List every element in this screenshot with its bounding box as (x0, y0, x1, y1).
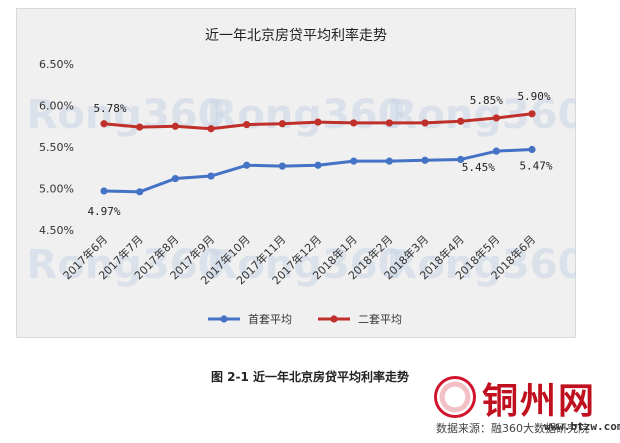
data-point (278, 120, 286, 128)
data-point (528, 110, 536, 118)
logo-url: www.btzw.com (544, 420, 620, 433)
data-point (457, 155, 465, 164)
data-point (314, 118, 322, 126)
watermark-text: Rong360 (27, 242, 226, 288)
legend-label: 二套平均 (358, 313, 402, 326)
legend: 首套平均 二套平均 (208, 312, 402, 326)
data-point (492, 114, 500, 122)
line-chart: Rong360Rong360Rong360Rong360Rong360Rong3… (27, 27, 576, 326)
data-point (136, 188, 144, 196)
legend-label: 首套平均 (248, 312, 292, 326)
data-label: 5.78% (93, 102, 126, 115)
watermark-text: Rong360 (387, 92, 576, 138)
y-axis: 4.50% 5.00% 5.50% 6.00% 6.50% (39, 58, 74, 237)
figure-caption: 图 2-1 近一年北京房贷平均利率走势 (210, 370, 410, 384)
data-point (492, 147, 500, 155)
data-point (278, 162, 286, 170)
chart-frame (16, 8, 576, 338)
watermark-text: Rong360 (207, 92, 406, 138)
series-layer (100, 110, 536, 196)
legend-item: 二套平均 (318, 313, 402, 326)
data-point (207, 172, 215, 180)
data-label: 5.47% (519, 159, 552, 172)
y-tick-label: 5.00% (39, 183, 74, 196)
data-label: 5.90% (517, 90, 550, 103)
seal-icon (434, 376, 476, 418)
data-point (421, 156, 429, 164)
site-logo: 铜州网 数据来源：融360大数据研究院 www.btzw.com (424, 372, 620, 443)
y-tick-label: 6.00% (39, 100, 74, 113)
data-point (350, 157, 358, 165)
legend-marker (220, 315, 228, 323)
y-tick-label: 6.50% (39, 58, 74, 71)
data-label: 5.45% (462, 161, 495, 174)
chart-title: 近一年北京房贷平均利率走势 (205, 27, 387, 44)
watermark-layer: Rong360Rong360Rong360Rong360Rong360Rong3… (27, 92, 576, 288)
data-label: 5.85% (470, 94, 503, 107)
legend-marker (330, 315, 338, 323)
watermark-text: Rong360 (207, 242, 406, 288)
data-point (314, 161, 322, 169)
data-point (171, 174, 179, 183)
y-tick-label: 5.50% (39, 141, 74, 154)
data-point (385, 119, 393, 127)
watermark-text: Rong360 (387, 242, 576, 288)
data-point (385, 157, 393, 165)
data-point (421, 119, 429, 127)
data-point (136, 123, 144, 131)
data-point (100, 187, 108, 195)
logo-text: 铜州网 (482, 380, 597, 422)
data-point (350, 119, 358, 127)
data-source: 数据来源：融360大数据研究院 (436, 422, 589, 435)
data-labels: 4.97% 5.45% 5.47% 5.78% 5.85% 5.90% (87, 90, 552, 218)
data-point (100, 120, 108, 128)
data-point (457, 117, 465, 125)
data-point (207, 125, 215, 133)
data-point (171, 122, 179, 130)
y-tick-label: 4.50% (39, 224, 74, 237)
legend-item: 首套平均 (208, 312, 292, 326)
data-point (528, 145, 536, 154)
watermark-text: Rong360 (27, 92, 226, 138)
data-label: 4.97% (87, 205, 120, 218)
data-point (243, 120, 251, 129)
data-point (243, 161, 251, 169)
